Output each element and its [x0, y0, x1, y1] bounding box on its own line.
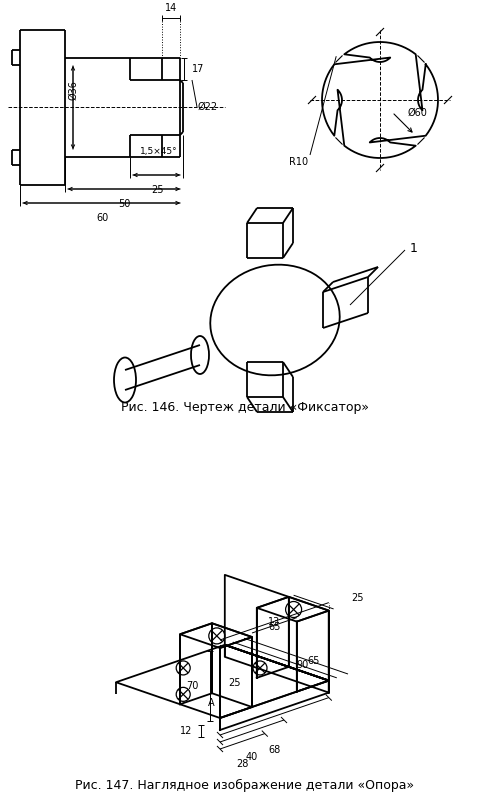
Text: 50: 50 [118, 199, 130, 209]
Text: 28: 28 [236, 759, 248, 769]
Text: 1,5×45°: 1,5×45° [140, 147, 178, 156]
Text: 25: 25 [228, 678, 240, 688]
Text: Ø36: Ø36 [68, 80, 78, 100]
Text: 25: 25 [151, 185, 163, 195]
Text: 60: 60 [96, 213, 108, 223]
Text: 70: 70 [186, 681, 198, 691]
Text: Ø22: Ø22 [198, 102, 218, 112]
Text: 25: 25 [352, 593, 364, 603]
Text: 68: 68 [269, 745, 280, 755]
Text: Рис. 147. Наглядное изображение детали «Опора»: Рис. 147. Наглядное изображение детали «… [75, 779, 415, 792]
Text: 65: 65 [268, 622, 281, 632]
Text: A: A [208, 698, 215, 708]
Text: 14: 14 [165, 3, 177, 13]
Text: 17: 17 [192, 64, 204, 74]
Text: 65: 65 [308, 656, 320, 666]
Text: R10: R10 [289, 157, 308, 167]
Text: 12: 12 [180, 725, 193, 736]
Text: 40: 40 [246, 752, 258, 762]
Text: 90: 90 [296, 660, 309, 670]
Text: 13: 13 [269, 617, 280, 627]
Text: Рис. 146. Чертеж детали «Фиксатор»: Рис. 146. Чертеж детали «Фиксатор» [121, 401, 369, 414]
Text: 1: 1 [410, 242, 418, 255]
Text: Ø60: Ø60 [408, 108, 428, 118]
